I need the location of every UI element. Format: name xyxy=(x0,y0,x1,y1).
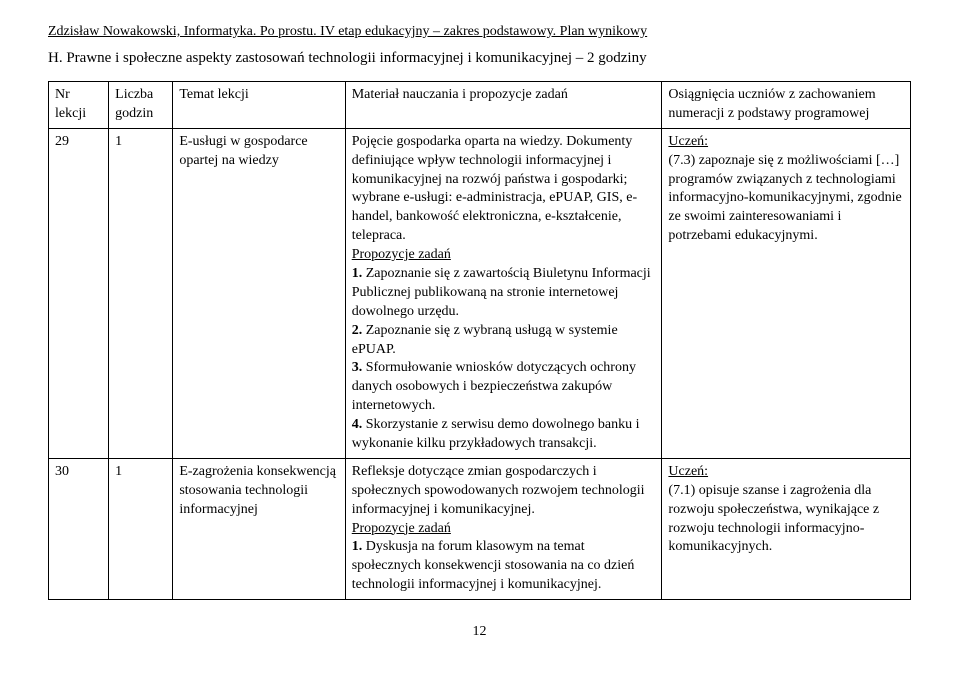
section-title: H. Prawne i społeczne aspekty zastosowań… xyxy=(48,50,911,67)
cell-temat: E-usługi w gospodarce opartej na wiedzy xyxy=(173,128,345,458)
cell-material: Refleksje dotyczące zmian gospodarczych … xyxy=(345,458,662,599)
cell-liczba: 1 xyxy=(109,458,173,599)
osiag-label: Uczeń: xyxy=(668,134,708,149)
table-row: 29 1 E-usługi w gospodarce opartej na wi… xyxy=(49,128,911,458)
cell-nr: 30 xyxy=(49,458,109,599)
osiag-label: Uczeń: xyxy=(668,464,708,479)
cell-osiag: Uczeń: (7.1) opisuje szanse i zagrożenia… xyxy=(662,458,911,599)
header-material: Materiał nauczania i propozycje zadań xyxy=(345,82,662,129)
osiag-body: (7.1) opisuje szanse i zagrożenia dla ro… xyxy=(668,483,879,555)
osiag-body: (7.3) zapoznaje się z możliwościami […] … xyxy=(668,153,901,244)
table-header-row: Nr lekcji Liczba godzin Temat lekcji Mat… xyxy=(49,82,911,129)
curriculum-table: Nr lekcji Liczba godzin Temat lekcji Mat… xyxy=(48,81,911,600)
cell-liczba: 1 xyxy=(109,128,173,458)
cell-osiag: Uczeń: (7.3) zapoznaje się z możliwościa… xyxy=(662,128,911,458)
cell-temat: E-zagrożenia konsekwencją stosowania tec… xyxy=(173,458,345,599)
header-osiag: Osiągnięcia uczniów z zachowaniem numera… xyxy=(662,82,911,129)
cell-material: Pojęcie gospodarka oparta na wiedzy. Dok… xyxy=(345,128,662,458)
header-temat: Temat lekcji xyxy=(173,82,345,129)
header-nr: Nr lekcji xyxy=(49,82,109,129)
page-header: Zdzisław Nowakowski, Informatyka. Po pro… xyxy=(48,24,911,40)
page-number: 12 xyxy=(48,624,911,640)
table-row: 30 1 E-zagrożenia konsekwencją stosowani… xyxy=(49,458,911,599)
header-liczba: Liczba godzin xyxy=(109,82,173,129)
cell-nr: 29 xyxy=(49,128,109,458)
